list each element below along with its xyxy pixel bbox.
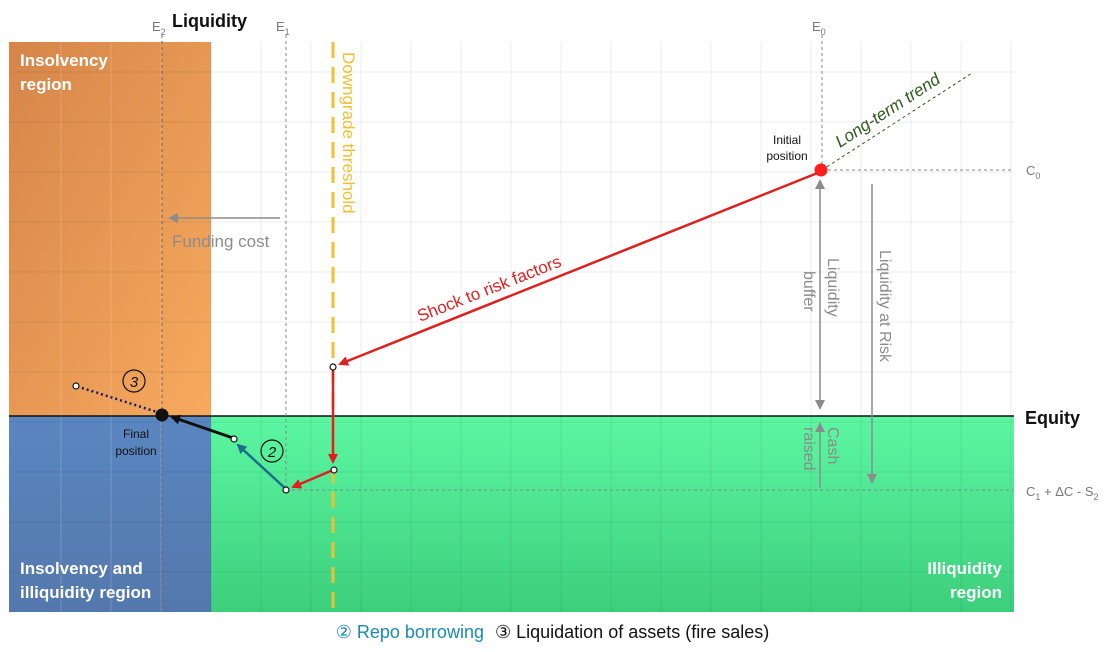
liquidity-axis-label: Liquidity bbox=[172, 11, 247, 31]
step-3-marker bbox=[122, 369, 146, 393]
liquidity-buffer-label-2: buffer bbox=[800, 271, 817, 312]
step-2-number: 2 bbox=[267, 444, 277, 461]
fire-sale-end-point bbox=[72, 382, 80, 390]
cash-raised-label-1: Cash bbox=[824, 427, 841, 464]
low-point bbox=[282, 486, 290, 494]
legend-liquidation: ③ Liquidation of assets (fire sales) bbox=[494, 622, 770, 642]
insolvency-region-label-2: region bbox=[20, 75, 72, 94]
repo-borrowing-arrow bbox=[236, 443, 287, 490]
step-2-marker bbox=[260, 439, 284, 463]
final-position-label-2: position bbox=[115, 444, 156, 458]
legend-repo-borrowing: ② Repo borrowing bbox=[335, 622, 484, 642]
repo-end-point bbox=[230, 435, 238, 443]
illiquidity-region bbox=[211, 416, 1014, 612]
insolvency-region-label-1: Insolvency bbox=[20, 51, 108, 70]
final-position-point bbox=[155, 408, 169, 422]
c1-label: C1 + ΔC - S2 bbox=[1026, 484, 1099, 502]
grid bbox=[9, 42, 1014, 612]
e1-label: E1 bbox=[276, 19, 290, 37]
funding-cost-label: Funding cost bbox=[172, 232, 270, 251]
insolvency-illiquidity-label-1: Insolvency and bbox=[20, 559, 143, 578]
shock-label: Shock to risk factors bbox=[415, 252, 564, 326]
c0-label: C0 bbox=[1026, 163, 1040, 181]
e2-label: E2 bbox=[152, 19, 166, 37]
equity-axis-label: Equity bbox=[1025, 408, 1080, 428]
downgrade-threshold-label: Downgrade threshold bbox=[339, 52, 358, 214]
initial-position-label-1: Initial bbox=[773, 133, 801, 147]
insolvency-region bbox=[9, 42, 211, 416]
long-term-trend-label: Long-term trend bbox=[832, 69, 944, 151]
initial-position-point bbox=[814, 163, 828, 177]
cash-raised-label-2: raised bbox=[800, 427, 817, 471]
fire-sales-arrow bbox=[170, 414, 234, 440]
illiquidity-region-label-1: Illiquidity bbox=[927, 559, 1002, 578]
initial-position-label-2: position bbox=[766, 149, 807, 163]
illiquidity-region-label-2: region bbox=[950, 583, 1002, 602]
shock-arrow bbox=[338, 170, 821, 366]
liquidity-buffer-label-1: Liquidity bbox=[824, 258, 841, 317]
liquidity-at-risk-label: Liquidity at Risk bbox=[876, 250, 893, 363]
step-3-number: 3 bbox=[130, 374, 139, 391]
insolvency-illiquidity-label-2: illiquidity region bbox=[20, 583, 151, 602]
e0-label: E0 bbox=[812, 19, 826, 37]
post-drop-point bbox=[330, 466, 338, 474]
final-position-label-1: Final bbox=[123, 427, 149, 441]
cash-need-arrow bbox=[291, 468, 334, 489]
insolvency-illiquidity-region bbox=[9, 416, 211, 612]
threshold-hit-point bbox=[329, 363, 337, 371]
legend: ② Repo borrowing ③ Liquidation of assets… bbox=[0, 622, 1105, 643]
